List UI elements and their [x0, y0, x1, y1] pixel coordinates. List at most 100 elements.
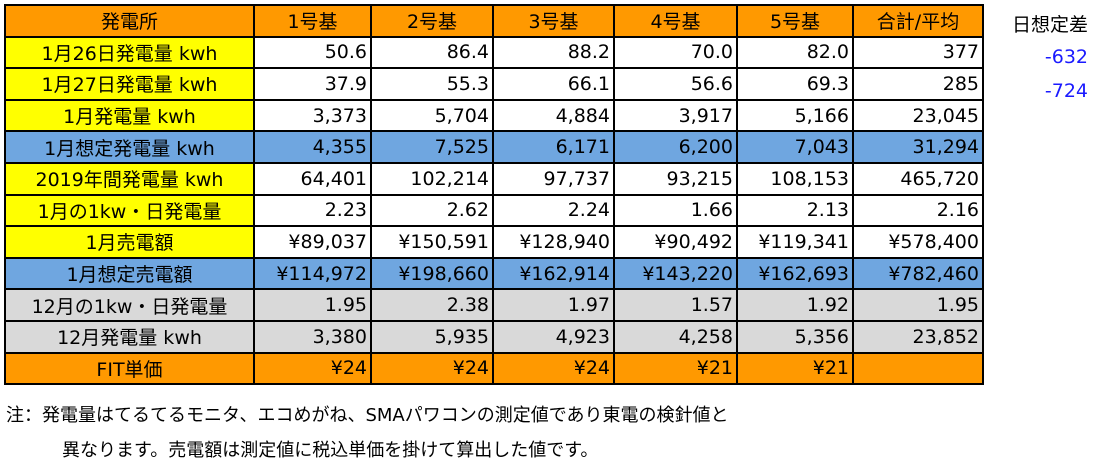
- header-cell-3: 3号基: [492, 4, 615, 38]
- table-row: 12月発電量 kwh 3,380 5,935 4,923 4,258 5,356 23,85…: [4, 319, 984, 354]
- value-cell: 1.97: [492, 288, 615, 322]
- table-header-row: 発電所 1号基 2号基 3号基 4号基 5号基 合計/平均: [4, 4, 984, 38]
- value-cell: 5,166: [736, 98, 854, 133]
- value-cell: 6,200: [613, 130, 738, 164]
- value-cell: 1.92: [736, 288, 854, 322]
- value-cell: ¥21: [736, 351, 854, 386]
- row-label: 1月の1kw・日発電量: [4, 193, 255, 228]
- value-cell: 88.2: [492, 35, 615, 70]
- value-cell: ¥782,460: [852, 256, 984, 291]
- value-cell: 2.23: [253, 193, 372, 228]
- value-cell: 4,884: [492, 98, 615, 133]
- header-cell-4: 4号基: [613, 4, 738, 38]
- value-cell: 23,852: [852, 319, 984, 354]
- row-label: 12月の1kw・日発電量: [4, 288, 255, 322]
- value-cell: 2.13: [736, 193, 854, 228]
- value-cell: ¥119,341: [736, 225, 854, 259]
- table-row: 1月26日発電量 kwh 50.6 86.4 88.2 70.0 82.0 377: [4, 35, 984, 70]
- table-row: 1月発電量 kwh 3,373 5,704 4,884 3,917 5,166 23,045: [4, 98, 984, 133]
- header-cell-6: 合計/平均: [852, 4, 984, 38]
- value-cell: 50.6: [253, 35, 372, 70]
- row-label: 1月売電額: [4, 225, 255, 259]
- value-cell: 7,525: [370, 130, 494, 164]
- value-cell: ¥198,660: [370, 256, 494, 291]
- value-cell: ¥24: [370, 351, 494, 386]
- value-cell: 1.95: [852, 288, 984, 322]
- daily-diff-value-jan26: -632: [1044, 46, 1088, 68]
- value-cell: ¥143,220: [613, 256, 738, 291]
- value-cell: 2.38: [370, 288, 494, 322]
- value-cell: 3,380: [253, 319, 372, 354]
- row-label: 1月想定発電量 kwh: [4, 130, 255, 164]
- value-cell: 86.4: [370, 35, 494, 70]
- value-cell: 3,373: [253, 98, 372, 133]
- value-cell: 3,917: [613, 98, 738, 133]
- value-cell: 64,401: [253, 161, 372, 196]
- table-row: 12月の1kw・日発電量 1.95 2.38 1.97 1.57 1.92 1.95: [4, 288, 984, 322]
- power-generation-table: 発電所 1号基 2号基 3号基 4号基 5号基 合計/平均 1月26日発電量 kwh 50.6…: [4, 4, 984, 386]
- value-cell: ¥128,940: [492, 225, 615, 259]
- value-cell: 31,294: [852, 130, 984, 164]
- row-label: FIT単価: [4, 351, 255, 386]
- value-cell: ¥24: [492, 351, 615, 386]
- header-cell-1: 1号基: [253, 4, 372, 38]
- table-row: FIT単価 ¥24 ¥24 ¥24 ¥21 ¥21: [4, 351, 984, 386]
- value-cell: 82.0: [736, 35, 854, 70]
- value-cell: 56.6: [613, 67, 738, 101]
- value-cell: 1.57: [613, 288, 738, 322]
- value-cell: ¥578,400: [852, 225, 984, 259]
- row-label: 1月27日発電量 kwh: [4, 67, 255, 101]
- header-cell-5: 5号基: [736, 4, 854, 38]
- value-cell: ¥89,037: [253, 225, 372, 259]
- value-cell: 4,355: [253, 130, 372, 164]
- value-cell: 7,043: [736, 130, 854, 164]
- value-cell: [852, 351, 984, 386]
- value-cell: 5,935: [370, 319, 494, 354]
- row-label: 1月26日発電量 kwh: [4, 35, 255, 70]
- value-cell: ¥150,591: [370, 225, 494, 259]
- row-label: 1月想定売電額: [4, 256, 255, 291]
- value-cell: ¥90,492: [613, 225, 738, 259]
- header-cell-2: 2号基: [370, 4, 494, 38]
- value-cell: 97,737: [492, 161, 615, 196]
- row-label: 12月発電量 kwh: [4, 319, 255, 354]
- value-cell: 1.95: [253, 288, 372, 322]
- value-cell: 55.3: [370, 67, 494, 101]
- table-row: 1月想定売電額 ¥114,972 ¥198,660 ¥162,914 ¥143,220 ¥…: [4, 256, 984, 291]
- value-cell: ¥162,914: [492, 256, 615, 291]
- value-cell: ¥114,972: [253, 256, 372, 291]
- table-row: 2019年間発電量 kwh 64,401 102,214 97,737 93,215 10…: [4, 161, 984, 196]
- daily-diff-value-jan27: -724: [1044, 80, 1088, 102]
- value-cell: 69.3: [736, 67, 854, 101]
- table-row: 1月想定発電量 kwh 4,355 7,525 6,171 6,200 7,043 31,2…: [4, 130, 984, 164]
- value-cell: 377: [852, 35, 984, 70]
- value-cell: 66.1: [492, 67, 615, 101]
- value-cell: 4,923: [492, 319, 615, 354]
- table-body: 発電所 1号基 2号基 3号基 4号基 5号基 合計/平均 1月26日発電量 kwh 50.6…: [4, 4, 984, 386]
- value-cell: 2.24: [492, 193, 615, 228]
- value-cell: 37.9: [253, 67, 372, 101]
- value-cell: ¥24: [253, 351, 372, 386]
- footnote-line-1: 注：発電量はてるてるモニタ、エコめがね、SMAパワコンの測定値であり東電の検針値…: [6, 405, 729, 426]
- value-cell: 285: [852, 67, 984, 101]
- value-cell: 5,704: [370, 98, 494, 133]
- value-cell: 108,153: [736, 161, 854, 196]
- value-cell: 93,215: [613, 161, 738, 196]
- value-cell: 2.16: [852, 193, 984, 228]
- table-row: 1月の1kw・日発電量 2.23 2.62 2.24 1.66 2.13 2.16: [4, 193, 984, 228]
- row-label: 2019年間発電量 kwh: [4, 161, 255, 196]
- value-cell: 70.0: [613, 35, 738, 70]
- value-cell: 1.66: [613, 193, 738, 228]
- value-cell: 4,258: [613, 319, 738, 354]
- footnote-line-2: 異なります。売電額は測定値に税込単価を掛けて算出した値です。: [62, 440, 599, 461]
- value-cell: 102,214: [370, 161, 494, 196]
- table-row: 1月売電額 ¥89,037 ¥150,591 ¥128,940 ¥90,492 ¥119,…: [4, 225, 984, 259]
- value-cell: ¥162,693: [736, 256, 854, 291]
- value-cell: 6,171: [492, 130, 615, 164]
- daily-diff-title: 日想定差: [1011, 14, 1088, 36]
- value-cell: 23,045: [852, 98, 984, 133]
- value-cell: 465,720: [852, 161, 984, 196]
- table-row: 1月27日発電量 kwh 37.9 55.3 66.1 56.6 69.3 285: [4, 67, 984, 101]
- value-cell: 2.62: [370, 193, 494, 228]
- row-label: 1月発電量 kwh: [4, 98, 255, 133]
